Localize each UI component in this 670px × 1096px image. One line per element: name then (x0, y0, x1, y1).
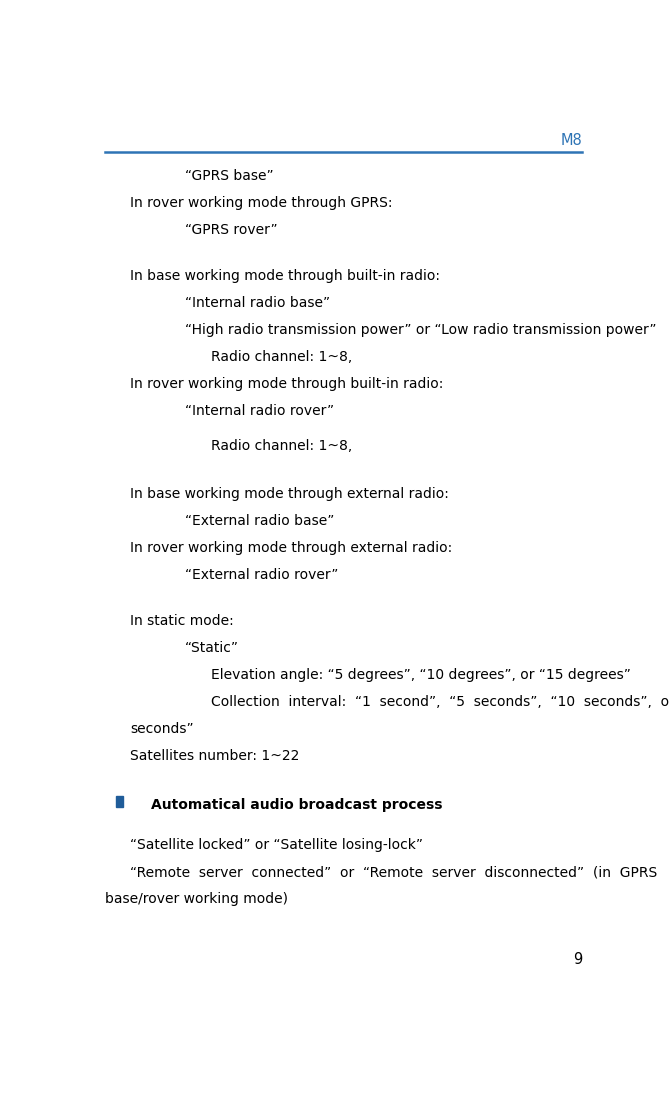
Bar (116, 796, 123, 808)
Text: In rover working mode through built-in radio:: In rover working mode through built-in r… (131, 377, 444, 390)
Text: “Satellite locked” or “Satellite losing-lock”: “Satellite locked” or “Satellite losing-… (131, 838, 423, 853)
Text: 9: 9 (573, 952, 582, 967)
Text: Radio channel: 1~8,: Radio channel: 1~8, (211, 438, 352, 453)
Text: In static mode:: In static mode: (131, 614, 234, 628)
Text: Radio channel: 1~8,: Radio channel: 1~8, (211, 350, 352, 364)
Text: “External radio rover”: “External radio rover” (185, 569, 338, 582)
Text: “GPRS base”: “GPRS base” (185, 169, 273, 183)
Text: seconds”: seconds” (131, 722, 194, 737)
Text: M8: M8 (561, 134, 582, 148)
Text: “Static”: “Static” (185, 641, 239, 655)
Text: “Remote  server  connected”  or  “Remote  server  disconnected”  (in  GPRS: “Remote server connected” or “Remote ser… (131, 866, 658, 879)
Text: “Internal radio rover”: “Internal radio rover” (185, 403, 334, 418)
Text: In base working mode through built-in radio:: In base working mode through built-in ra… (131, 269, 440, 283)
Text: “External radio base”: “External radio base” (185, 514, 334, 528)
Text: Collection  interval:  “1  second”,  “5  seconds”,  “10  seconds”,  or  “15: Collection interval: “1 second”, “5 seco… (211, 695, 670, 709)
Text: “Internal radio base”: “Internal radio base” (185, 296, 330, 309)
Text: “GPRS rover”: “GPRS rover” (185, 222, 277, 237)
Text: In rover working mode through GPRS:: In rover working mode through GPRS: (131, 196, 393, 209)
Text: In base working mode through external radio:: In base working mode through external ra… (131, 488, 450, 501)
Text: “High radio transmission power” or “Low radio transmission power”: “High radio transmission power” or “Low … (185, 322, 657, 336)
Text: base/rover working mode): base/rover working mode) (105, 892, 287, 906)
Text: Satellites number: 1~22: Satellites number: 1~22 (131, 750, 300, 763)
Text: Elevation angle: “5 degrees”, “10 degrees”, or “15 degrees”: Elevation angle: “5 degrees”, “10 degree… (211, 669, 631, 682)
Text: Automatical audio broadcast process: Automatical audio broadcast process (151, 798, 443, 812)
Text: In rover working mode through external radio:: In rover working mode through external r… (131, 541, 453, 556)
